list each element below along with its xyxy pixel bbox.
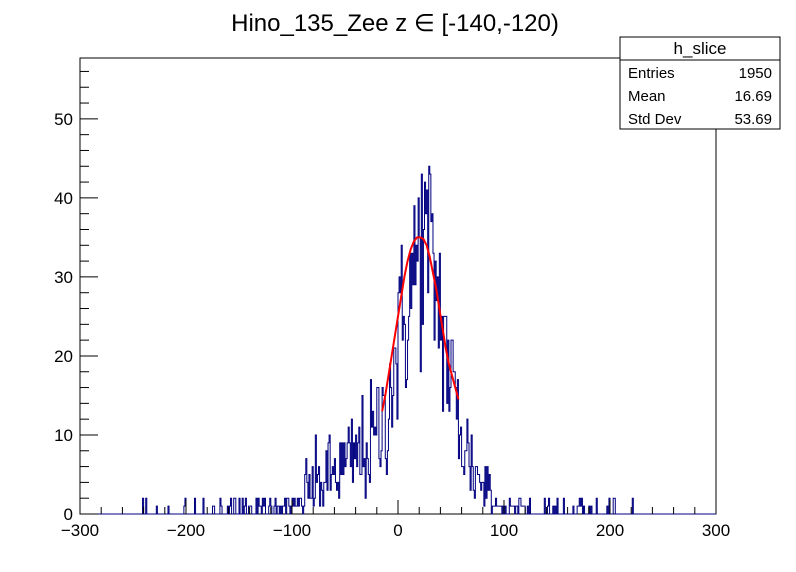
histogram-step-line: [80, 165, 716, 515]
histogram: [80, 165, 716, 515]
y-tick-label: 50: [54, 110, 73, 129]
stats-value-mean: 16.69: [734, 88, 772, 105]
y-tick-label: 40: [54, 189, 73, 208]
y-tick-label: 30: [54, 268, 73, 287]
x-tick-label: 0: [393, 521, 402, 540]
chart-title: Hino_135_Zee z ∈ [-140,-120): [231, 10, 559, 37]
x-tick-label: 200: [596, 521, 624, 540]
stats-value-stddev: 53.69: [734, 111, 772, 128]
stats-title: h_slice: [674, 39, 727, 58]
stats-label-entries: Entries: [628, 65, 675, 82]
x-tick-label: −100: [273, 521, 311, 540]
stats-box-frame: [619, 36, 781, 130]
x-tick-label: −200: [167, 521, 205, 540]
fit-curve: [381, 236, 460, 412]
fit-curve-layer: [381, 236, 460, 412]
stats-value-entries: 1950: [739, 65, 772, 82]
x-tick-label: −300: [61, 521, 99, 540]
stats-label-mean: Mean: [628, 88, 666, 105]
y-tick-label: 10: [54, 426, 73, 445]
x-tick-label: 300: [702, 521, 730, 540]
y-tick-label: 20: [54, 347, 73, 366]
axes: −300 −200 −100 0 100 200 300 0 10 20 30 40 50: [54, 70, 730, 540]
y-tick-label: 0: [64, 505, 73, 524]
stats-label-stddev: Std Dev: [628, 111, 682, 128]
x-tick-label: 100: [490, 521, 518, 540]
stats-box: h_slice Entries 1950 Mean 16.69 Std Dev …: [619, 36, 781, 130]
